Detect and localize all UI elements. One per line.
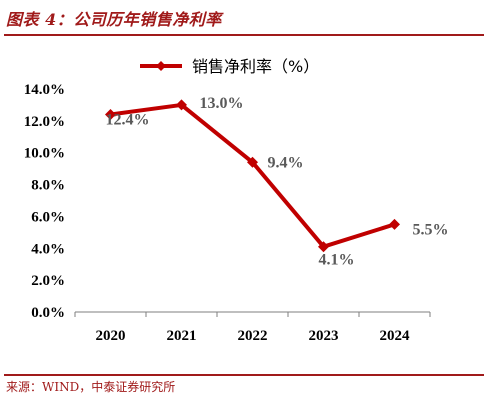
y-tick-label: 4.0% bbox=[31, 241, 65, 257]
y-tick-label: 2.0% bbox=[31, 273, 65, 289]
figure-title: 图表 4：公司历年销售净利率 bbox=[6, 10, 222, 29]
data-point-marker bbox=[176, 99, 187, 111]
x-tick-label: 2024 bbox=[380, 328, 411, 344]
data-label: 13.0% bbox=[200, 95, 244, 112]
y-tick-label: 12.0% bbox=[24, 114, 65, 130]
chart-axes: 2020 2021 2022 2023 2024 0.0% 2.0% 4.0% 6.0% 8.0%… bbox=[24, 82, 431, 344]
data-label: 12.4% bbox=[106, 111, 150, 128]
data-point-marker bbox=[389, 218, 400, 230]
series-line bbox=[108, 102, 397, 249]
title-divider bbox=[4, 34, 484, 36]
data-label: 4.1% bbox=[319, 252, 355, 269]
x-tick-label: 2020 bbox=[96, 328, 126, 344]
legend-diamond-icon bbox=[156, 61, 166, 71]
x-tick-label: 2023 bbox=[309, 328, 339, 344]
x-tick-label: 2022 bbox=[238, 328, 268, 344]
y-tick-label: 10.0% bbox=[24, 146, 65, 162]
x-tick-label: 2021 bbox=[167, 328, 197, 344]
chart-plot-area: 12.4% 13.0% 9.4% 4.1% 5.5% bbox=[105, 95, 449, 269]
data-label: 5.5% bbox=[413, 221, 449, 238]
line-chart: 销售净利率（%） 2020 2021 2022 2023 2024 0.0% 2.0% 4.0… bbox=[24, 57, 449, 344]
source-divider bbox=[4, 374, 484, 376]
data-label: 9.4% bbox=[268, 154, 304, 171]
legend-label: 销售净利率（%） bbox=[192, 57, 319, 76]
y-tick-label: 0.0% bbox=[31, 305, 65, 321]
data-point-marker bbox=[105, 108, 116, 120]
data-point-marker bbox=[318, 241, 329, 253]
data-point-marker bbox=[247, 156, 258, 168]
chart-legend: 销售净利率（%） bbox=[140, 57, 319, 76]
y-tick-label: 6.0% bbox=[31, 209, 65, 225]
y-tick-label: 8.0% bbox=[31, 178, 65, 194]
source-note: 来源：WIND，中泰证券研究所 bbox=[6, 380, 176, 394]
y-tick-label: 14.0% bbox=[24, 82, 65, 98]
